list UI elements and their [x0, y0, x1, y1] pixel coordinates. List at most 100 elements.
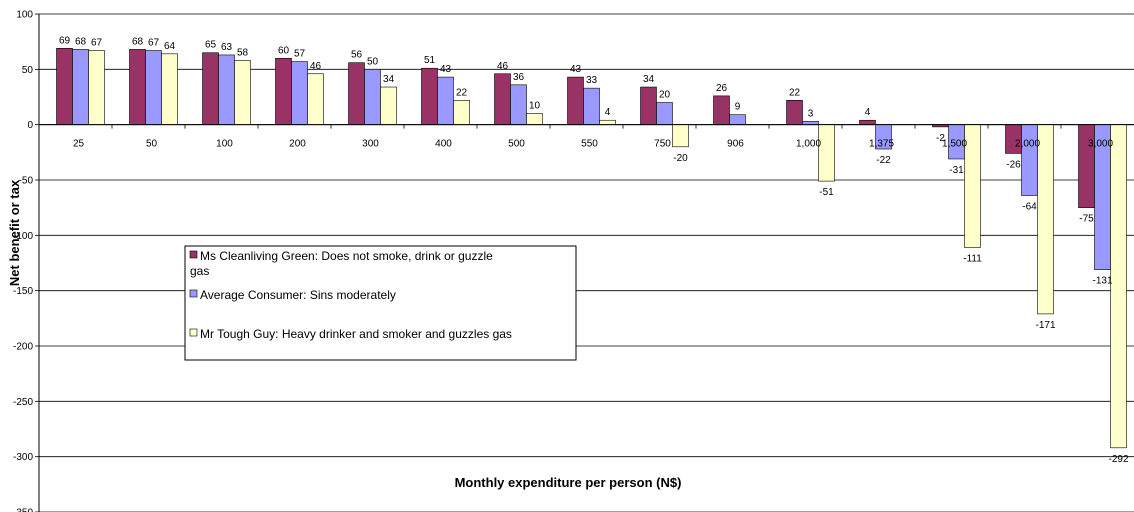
x-tick-label: 2,000: [1015, 139, 1040, 150]
bar: [526, 113, 543, 125]
data-label: 58: [237, 47, 249, 58]
data-label: -171: [1035, 320, 1055, 331]
x-tick-label: 3,000: [1088, 139, 1113, 150]
y-tick-label: -50: [19, 176, 34, 187]
bar: [672, 124, 689, 148]
data-label: 43: [570, 64, 582, 75]
x-tick-label: 100: [216, 139, 233, 150]
x-tick-label: 200: [289, 139, 306, 150]
legend-label-tough: Mr Tough Guy: Heavy drinker and smoker a…: [200, 327, 512, 341]
bar: [859, 119, 876, 125]
y-axis-title: Net benefit or tax: [7, 179, 22, 286]
bar: [202, 52, 219, 125]
data-label: -75: [1079, 214, 1094, 225]
y-tick-label: 50: [22, 65, 34, 76]
bar: [129, 49, 146, 125]
bar: [640, 86, 657, 125]
data-label: 34: [643, 74, 655, 85]
data-label: 26: [716, 83, 728, 94]
bar: [1078, 124, 1095, 208]
bar: [494, 73, 511, 125]
data-label: -20: [673, 153, 688, 164]
bar: [713, 95, 730, 125]
axes: [35, 13, 1134, 512]
data-label: 3: [808, 108, 814, 119]
data-label: -131: [1092, 276, 1112, 287]
bar: [275, 57, 292, 125]
data-label: 60: [278, 45, 290, 56]
data-label: -31: [949, 165, 964, 176]
bar: [380, 86, 397, 125]
x-tick-label: 50: [146, 139, 158, 150]
data-label: -111: [963, 254, 982, 265]
legend-swatch-average: [189, 289, 198, 298]
data-label: 67: [148, 38, 160, 49]
bar: [364, 69, 381, 125]
bar: [656, 102, 673, 125]
data-label: -2: [936, 133, 945, 144]
bar: [1037, 124, 1054, 315]
legend-label-line1: Ms Cleanliving Green: Does not smoke, dr…: [200, 249, 493, 263]
data-label: 46: [310, 61, 322, 72]
x-tick-label: 500: [508, 139, 525, 150]
bar: [56, 48, 73, 125]
data-label: -26: [1006, 159, 1021, 170]
data-label: 57: [294, 49, 306, 60]
bar: [818, 124, 835, 182]
data-label: 68: [132, 36, 144, 47]
y-tick-label: -150: [13, 286, 33, 297]
y-tick-label: 0: [27, 120, 33, 131]
bar: [421, 67, 438, 125]
data-label: 46: [497, 61, 509, 72]
data-label: 67: [91, 38, 103, 49]
data-label: -51: [819, 187, 834, 198]
data-label: 68: [75, 36, 87, 47]
x-tick-label: 750: [654, 139, 671, 150]
legend-box: [184, 245, 577, 361]
x-tick-label: 25: [73, 139, 85, 150]
bar: [510, 84, 527, 125]
data-label: 69: [59, 35, 71, 46]
bar: [786, 100, 803, 125]
data-label: -22: [876, 155, 891, 166]
x-tick-label: 300: [362, 139, 379, 150]
x-category-labels: 25 50 100 200 300 400 500 550 750 906 1,000 1,375 1,…: [73, 139, 1114, 150]
bar: [1110, 124, 1127, 449]
bar: [583, 87, 600, 125]
x-tick-label: 550: [581, 139, 598, 150]
bar: [1021, 124, 1038, 196]
bar: [348, 62, 365, 125]
data-label: 43: [440, 64, 452, 75]
legend-label-average: Average Consumer: Sins moderately: [200, 288, 396, 302]
data-label: 63: [221, 42, 233, 53]
y-tick-label: -350: [13, 508, 33, 512]
data-label: 9: [735, 102, 741, 113]
data-label: 33: [586, 75, 598, 86]
y-tick-label: 100: [16, 10, 33, 21]
legend-label-line2: gas: [190, 264, 209, 278]
x-tick-label: 1,375: [869, 139, 894, 150]
data-label: 20: [659, 90, 671, 101]
data-label: 4: [605, 107, 611, 118]
y-tick-label: -250: [13, 397, 33, 408]
bar: [599, 119, 616, 125]
data-label: 50: [367, 56, 379, 67]
data-label: 36: [513, 72, 525, 83]
legend: Ms Cleanliving Green: Does not smoke, dr…: [184, 245, 577, 361]
data-label: 10: [529, 101, 541, 112]
bar: [218, 54, 235, 125]
bar: [88, 50, 105, 125]
data-label: 65: [205, 40, 217, 51]
data-label: 64: [164, 41, 176, 52]
bar: [145, 50, 162, 125]
data-label: 34: [383, 74, 395, 85]
legend-swatch-green: [189, 250, 198, 259]
bar: [291, 61, 308, 125]
legend-swatch-tough: [189, 328, 198, 337]
y-tick-label: -100: [13, 231, 33, 242]
bar: [72, 49, 89, 125]
bar: [567, 76, 584, 125]
data-label: 22: [456, 87, 468, 98]
